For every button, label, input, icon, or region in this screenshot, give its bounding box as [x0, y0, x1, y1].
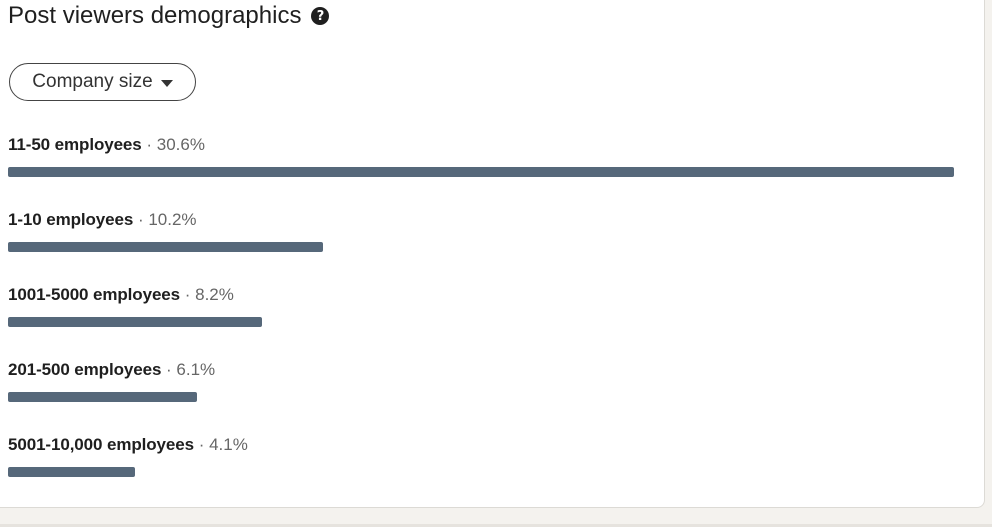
caret-down-icon [160, 79, 173, 87]
percentage-value: 8.2% [195, 285, 234, 304]
company-size-name: 11-50 employees [8, 135, 142, 154]
percentage-bar [8, 242, 323, 252]
percentage-bar [8, 167, 954, 177]
demographic-label: 1-10 employees · 10.2% [8, 209, 958, 231]
separator-dot: · [193, 435, 210, 454]
bar-track [8, 242, 954, 252]
percentage-bar [8, 392, 197, 402]
demographic-row: 201-500 employees · 6.1% [8, 359, 958, 434]
demographic-row: 1-10 employees · 10.2% [8, 209, 958, 284]
card-header: Post viewers demographics ? [8, 2, 330, 30]
percentage-value: 6.1% [176, 360, 216, 379]
demographic-row: 11-50 employees · 30.6% [8, 134, 958, 209]
percentage-bar [8, 467, 135, 477]
demographic-label: 201-500 employees · 6.1% [8, 359, 958, 381]
separator-dot: · [133, 210, 149, 229]
percentage-value: 30.6% [156, 135, 205, 154]
bar-track [8, 467, 954, 477]
demographics-list: 11-50 employees · 30.6% 1-10 employees · … [8, 134, 958, 509]
filter-label: Company size [32, 71, 153, 92]
demographic-label: 5001-10,000 employees · 4.1% [8, 434, 958, 456]
bar-track [8, 392, 954, 402]
question-circle-icon[interactable]: ? [311, 7, 330, 25]
separator-dot: · [180, 285, 196, 304]
company-size-name: 5001-10,000 employees [8, 435, 194, 454]
demographic-label: 1001-5000 employees · 8.2% [8, 284, 958, 306]
demographic-row: 5001-10,000 employees · 4.1% [8, 434, 958, 509]
company-size-name: 1-10 employees [8, 210, 134, 229]
demographic-row: 1001-5000 employees · 8.2% [8, 284, 958, 359]
demographic-label: 11-50 employees · 30.6% [8, 134, 958, 156]
percentage-value: 10.2% [148, 210, 197, 229]
bar-track [8, 317, 954, 327]
separator-dot: · [141, 135, 157, 154]
separator-dot: · [161, 360, 177, 379]
company-size-name: 1001-5000 employees [8, 285, 181, 304]
percentage-bar [8, 317, 262, 327]
page-title: Post viewers demographics [8, 2, 302, 29]
percentage-value: 4.1% [209, 435, 248, 454]
company-size-name: 201-500 employees [8, 360, 162, 379]
page-divider [0, 524, 992, 527]
company-size-dropdown[interactable]: Company size [9, 63, 196, 101]
bar-track [8, 167, 954, 177]
